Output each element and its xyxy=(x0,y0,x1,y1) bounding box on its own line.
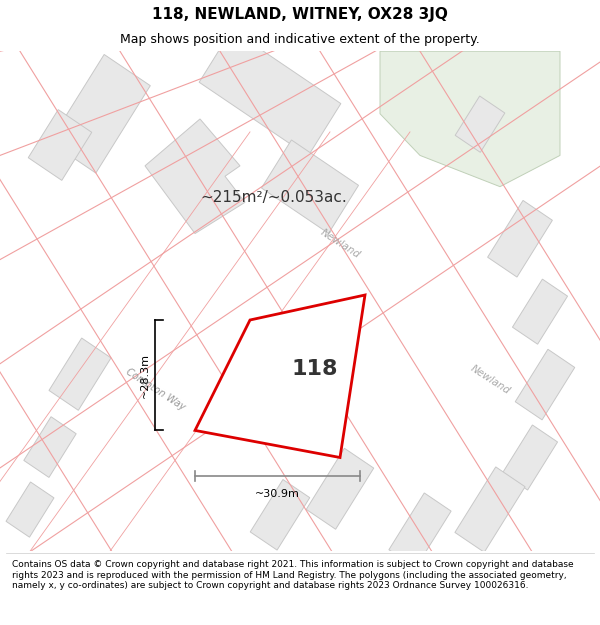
Polygon shape xyxy=(24,417,76,478)
Text: Contains OS data © Crown copyright and database right 2021. This information is : Contains OS data © Crown copyright and d… xyxy=(12,560,574,590)
Text: ~30.9m: ~30.9m xyxy=(255,489,300,499)
Text: 118: 118 xyxy=(292,359,338,379)
Polygon shape xyxy=(455,467,525,552)
Polygon shape xyxy=(306,448,374,529)
Text: Newland: Newland xyxy=(469,363,512,396)
Polygon shape xyxy=(502,425,557,490)
Polygon shape xyxy=(512,279,568,344)
Polygon shape xyxy=(195,295,365,458)
Polygon shape xyxy=(250,479,310,550)
Text: Newland: Newland xyxy=(319,228,362,261)
Polygon shape xyxy=(262,140,359,233)
Text: ~215m²/~0.053ac.: ~215m²/~0.053ac. xyxy=(200,189,347,204)
Text: ~28.3m: ~28.3m xyxy=(140,352,150,398)
Polygon shape xyxy=(455,96,505,152)
Polygon shape xyxy=(199,30,341,156)
Polygon shape xyxy=(380,51,560,187)
Polygon shape xyxy=(389,493,451,568)
Text: Compton Way: Compton Way xyxy=(124,367,187,413)
Polygon shape xyxy=(28,109,92,181)
Polygon shape xyxy=(145,119,245,234)
Polygon shape xyxy=(49,338,111,410)
Text: Map shows position and indicative extent of the property.: Map shows position and indicative extent… xyxy=(120,34,480,46)
Polygon shape xyxy=(488,201,553,277)
Polygon shape xyxy=(515,349,575,420)
Polygon shape xyxy=(50,54,150,173)
Polygon shape xyxy=(6,482,54,537)
Text: 118, NEWLAND, WITNEY, OX28 3JQ: 118, NEWLAND, WITNEY, OX28 3JQ xyxy=(152,7,448,22)
